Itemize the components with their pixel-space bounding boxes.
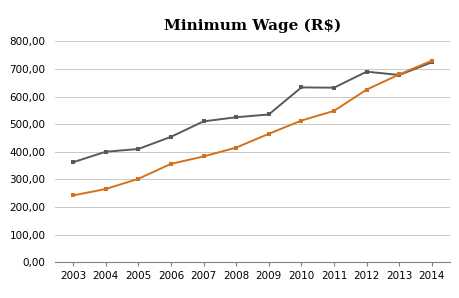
Title: Minimum Wage (R$): Minimum Wage (R$) [164, 19, 341, 33]
